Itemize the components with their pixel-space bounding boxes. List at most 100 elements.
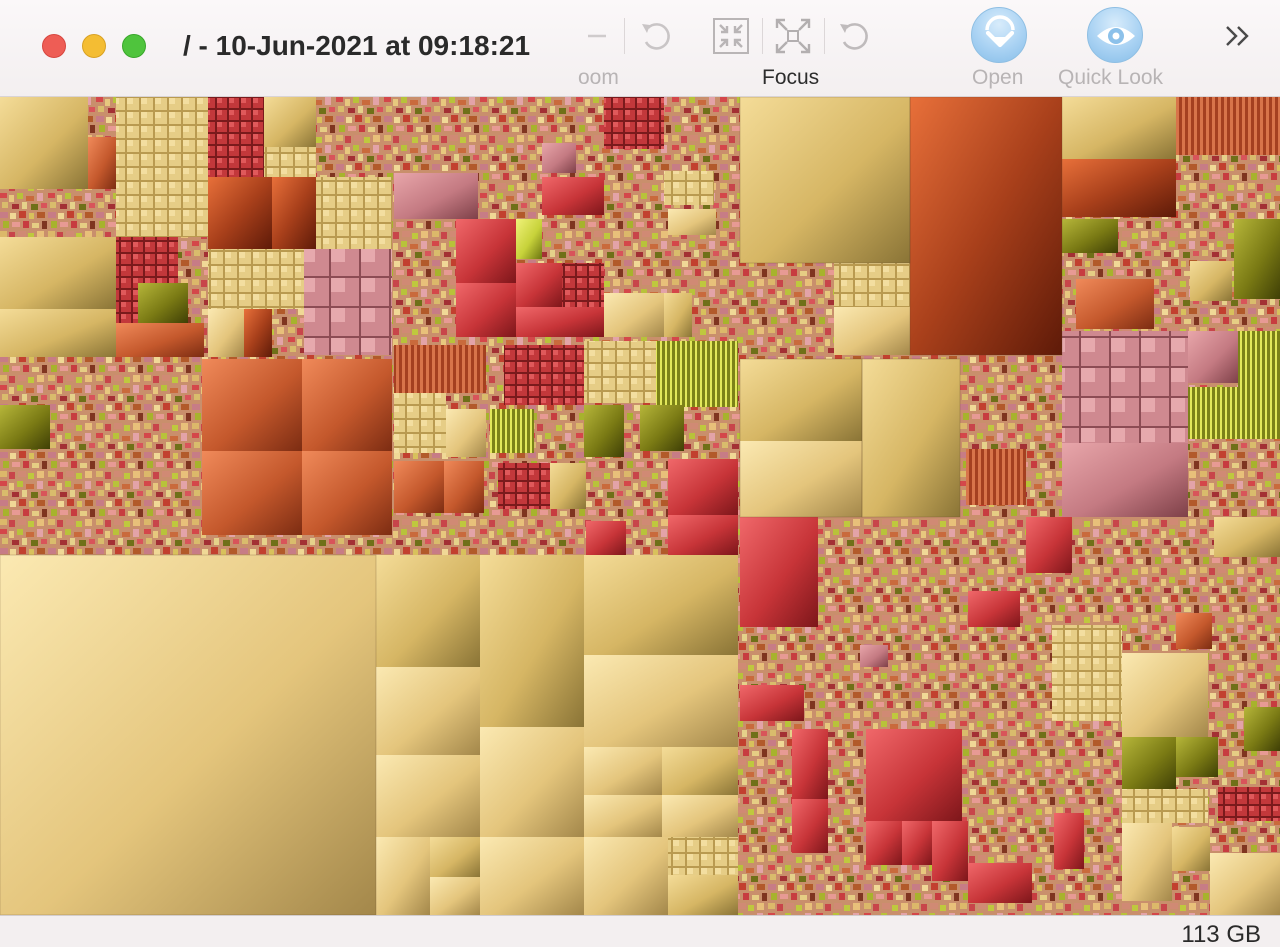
treemap-cell[interactable] bbox=[1122, 653, 1208, 737]
treemap-cell[interactable] bbox=[792, 729, 828, 799]
treemap-cell[interactable] bbox=[1176, 613, 1212, 649]
treemap-cell[interactable] bbox=[208, 309, 244, 357]
treemap-cell[interactable] bbox=[902, 821, 932, 865]
treemap-cell[interactable] bbox=[1234, 219, 1280, 299]
treemap-cell[interactable] bbox=[498, 463, 550, 509]
treemap-cell[interactable] bbox=[1218, 787, 1280, 821]
treemap-cell[interactable] bbox=[1172, 827, 1210, 871]
close-window-button[interactable] bbox=[42, 34, 66, 58]
treemap-cell[interactable] bbox=[586, 521, 626, 555]
treemap-cell[interactable] bbox=[516, 219, 542, 259]
undo-icon[interactable] bbox=[638, 20, 674, 54]
treemap-cell[interactable] bbox=[490, 409, 534, 453]
treemap-cell[interactable] bbox=[910, 97, 1062, 355]
treemap-cell[interactable] bbox=[662, 747, 738, 795]
treemap-cell[interactable] bbox=[208, 97, 264, 177]
treemap-cell[interactable] bbox=[740, 359, 862, 441]
treemap-cell[interactable] bbox=[0, 97, 88, 189]
treemap-cell[interactable] bbox=[1026, 517, 1072, 573]
treemap-cell[interactable] bbox=[244, 309, 272, 357]
treemap-cell[interactable] bbox=[456, 283, 516, 337]
treemap-cell[interactable] bbox=[860, 645, 888, 667]
treemap-cell[interactable] bbox=[430, 837, 480, 877]
treemap-cell[interactable] bbox=[264, 97, 316, 147]
treemap-cell[interactable] bbox=[302, 359, 392, 451]
quick-look-label[interactable]: Quick Look bbox=[1058, 66, 1164, 89]
treemap-cell[interactable] bbox=[394, 461, 444, 513]
treemap-cell[interactable] bbox=[1176, 97, 1280, 155]
treemap-cell[interactable] bbox=[834, 263, 910, 307]
treemap-cell[interactable] bbox=[208, 177, 272, 249]
expand-arrows-icon[interactable] bbox=[774, 17, 812, 55]
treemap-cell[interactable] bbox=[542, 177, 604, 215]
treemap-cell[interactable] bbox=[116, 323, 204, 357]
focus-label[interactable]: Focus bbox=[762, 66, 820, 89]
treemap-cell[interactable] bbox=[584, 655, 738, 747]
treemap-cell[interactable] bbox=[740, 517, 818, 627]
treemap-cell[interactable] bbox=[1062, 219, 1118, 253]
treemap-cell[interactable] bbox=[394, 345, 486, 393]
undo-icon[interactable] bbox=[836, 20, 872, 54]
treemap-cell[interactable] bbox=[866, 729, 962, 821]
treemap-cell[interactable] bbox=[1122, 823, 1172, 901]
treemap-cell[interactable] bbox=[1122, 789, 1208, 823]
treemap-cell[interactable] bbox=[584, 405, 624, 457]
open-label[interactable]: Open bbox=[972, 66, 1024, 89]
treemap-cell[interactable] bbox=[1052, 625, 1122, 721]
open-button[interactable] bbox=[971, 7, 1027, 63]
treemap-cell[interactable] bbox=[1214, 517, 1280, 557]
treemap-cell[interactable] bbox=[430, 877, 480, 915]
treemap-cell[interactable] bbox=[516, 307, 604, 337]
treemap-cell[interactable] bbox=[88, 137, 116, 189]
zoom-label[interactable]: oom bbox=[578, 66, 619, 89]
treemap-cell[interactable] bbox=[640, 405, 684, 451]
quick-look-button[interactable] bbox=[1087, 7, 1143, 63]
treemap-cell[interactable] bbox=[1062, 97, 1176, 159]
treemap-canvas[interactable] bbox=[0, 97, 1280, 915]
treemap-cell[interactable] bbox=[0, 309, 116, 357]
treemap-cell[interactable] bbox=[272, 177, 316, 249]
treemap-cell[interactable] bbox=[376, 755, 480, 837]
treemap-cell[interactable] bbox=[932, 821, 968, 881]
treemap-cell[interactable] bbox=[302, 451, 392, 535]
treemap-cell[interactable] bbox=[444, 461, 484, 513]
treemap-cell[interactable] bbox=[562, 263, 604, 307]
treemap-cell[interactable] bbox=[668, 837, 738, 875]
treemap-cell[interactable] bbox=[1188, 331, 1238, 383]
treemap-cell[interactable] bbox=[456, 219, 516, 283]
maximize-window-button[interactable] bbox=[122, 34, 146, 58]
minus-icon[interactable] bbox=[586, 26, 608, 46]
treemap-cell[interactable] bbox=[656, 341, 738, 407]
treemap-cell[interactable] bbox=[1188, 387, 1280, 439]
treemap-cell[interactable] bbox=[116, 97, 208, 237]
treemap-cell[interactable] bbox=[862, 359, 960, 517]
treemap-cell[interactable] bbox=[664, 293, 692, 337]
treemap-cell[interactable] bbox=[584, 555, 738, 655]
treemap-cell[interactable] bbox=[1190, 261, 1232, 301]
treemap-cell[interactable] bbox=[604, 293, 664, 337]
treemap-cell[interactable] bbox=[1238, 331, 1280, 387]
treemap-cell[interactable] bbox=[740, 97, 910, 263]
treemap-cell[interactable] bbox=[202, 359, 302, 451]
treemap-cell[interactable] bbox=[662, 795, 738, 837]
treemap-cell[interactable] bbox=[480, 555, 584, 727]
treemap-cell[interactable] bbox=[480, 837, 584, 915]
treemap-cell[interactable] bbox=[966, 449, 1026, 505]
treemap-cell[interactable] bbox=[1244, 707, 1280, 751]
treemap-cell[interactable] bbox=[1176, 737, 1218, 777]
treemap-cell[interactable] bbox=[584, 837, 668, 915]
treemap-cell[interactable] bbox=[792, 799, 828, 853]
treemap-cell[interactable] bbox=[584, 747, 662, 795]
treemap-cell[interactable] bbox=[1062, 159, 1176, 217]
treemap-cell[interactable] bbox=[968, 863, 1032, 903]
treemap-cell[interactable] bbox=[1210, 853, 1280, 915]
treemap-cell[interactable] bbox=[1062, 443, 1188, 517]
treemap-cell[interactable] bbox=[550, 463, 586, 509]
treemap-cell[interactable] bbox=[834, 307, 910, 355]
treemap-cell[interactable] bbox=[516, 263, 562, 307]
treemap-cell[interactable] bbox=[1054, 813, 1084, 869]
treemap-cell[interactable] bbox=[604, 97, 664, 149]
treemap-cell[interactable] bbox=[664, 171, 714, 205]
treemap-cell[interactable] bbox=[1062, 331, 1188, 443]
disk-treemap[interactable] bbox=[0, 97, 1280, 915]
